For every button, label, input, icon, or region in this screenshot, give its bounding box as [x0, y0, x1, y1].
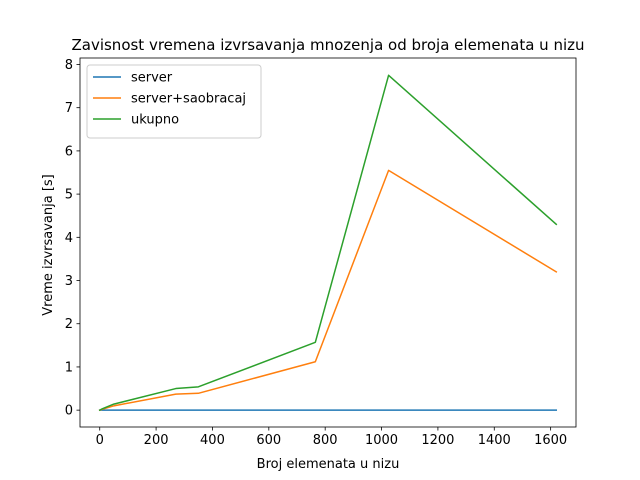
x-tick-label: 1600: [534, 433, 567, 448]
y-tick-label: 5: [65, 188, 73, 203]
chart-title: Zavisnost vremena izvrsavanja mnozenja o…: [71, 36, 584, 54]
x-tick-label: 1200: [421, 433, 454, 448]
x-tick-label: 0: [96, 433, 104, 448]
y-axis-label: Vreme izvrsavanja [s]: [41, 174, 56, 315]
legend-entry: ukupno: [131, 113, 179, 128]
plot-area: 0 200 400 600 800 1000 1200 1400 1600 0 1 2 3 4 5 6 7 8: [65, 57, 577, 448]
y-tick-label: 0: [65, 404, 73, 419]
x-tick-label: 1000: [365, 433, 398, 448]
legend-entry: server: [131, 71, 173, 86]
y-tick-label: 6: [65, 144, 73, 159]
x-axis-label: Broj elemenata u nizu: [257, 457, 400, 472]
series-line-ukupno: [98, 74, 558, 412]
axes-frame: [79, 57, 577, 428]
y-tick-label: 7: [65, 101, 73, 116]
x-tick-label: 600: [256, 433, 281, 448]
y-tick-label: 8: [65, 58, 73, 73]
legend-entry: server+saobracaj: [131, 92, 246, 107]
x-tick-label: 400: [200, 433, 225, 448]
y-tick-label: 3: [65, 274, 73, 289]
x-tick-label: 1400: [478, 433, 511, 448]
x-tick-label: 200: [144, 433, 169, 448]
legend-box: [86, 64, 262, 139]
y-tick-label: 1: [65, 360, 73, 375]
y-tick-label: 4: [65, 231, 73, 246]
y-tick-label: 2: [65, 317, 73, 332]
x-tick-label: 800: [313, 433, 338, 448]
legend: server server+saobracaj ukupno: [86, 64, 262, 139]
